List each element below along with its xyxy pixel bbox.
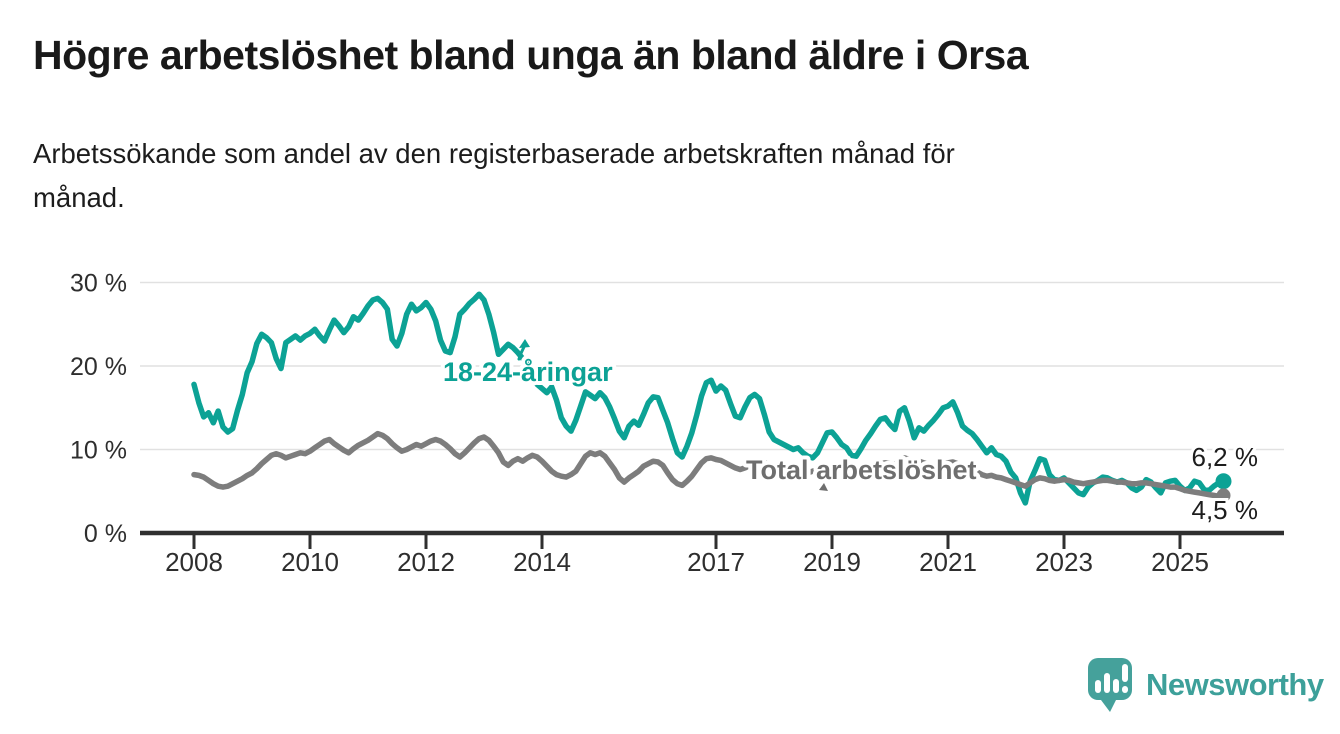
total-series-arrowhead-icon <box>819 483 828 491</box>
x-axis-tick-label: 2025 <box>1151 547 1209 577</box>
x-axis-tick-label: 2023 <box>1035 547 1093 577</box>
total-unemployment-line <box>191 430 1227 500</box>
total-end-value-label: 4,5 % <box>1192 495 1259 525</box>
newsworthy-logo-text: Newsworthy <box>1146 667 1324 702</box>
x-axis-tick-label: 2021 <box>919 547 977 577</box>
young-series-arrowhead-icon <box>519 339 530 348</box>
x-axis-tick-label: 2014 <box>513 547 571 577</box>
x-axis-tick-label: 2017 <box>687 547 745 577</box>
page-title: Högre arbetslöshet bland unga än bland ä… <box>33 32 1029 78</box>
young-end-dot <box>1215 473 1232 490</box>
x-axis-tick-label: 2010 <box>281 547 339 577</box>
y-axis-tick-label: 30 % <box>70 270 127 298</box>
y-axis-tick-label: 10 % <box>70 437 127 465</box>
young-end-value-label: 6,2 % <box>1192 442 1259 472</box>
page-subtitle: Arbetssökande som andel av den registerb… <box>33 138 955 213</box>
total-end-dot <box>1216 488 1231 503</box>
y-axis-tick-label: 0 % <box>84 520 127 548</box>
newsworthy-logo: Newsworthy <box>1088 656 1324 714</box>
young-series-label: 18-24-åringar <box>443 357 613 387</box>
x-axis-tick-label: 2008 <box>165 547 223 577</box>
newsworthy-logo-icon <box>1088 658 1132 712</box>
total-series-label: Total arbetslöshet <box>746 455 977 485</box>
x-axis-tick-label: 2012 <box>397 547 455 577</box>
x-axis-tick-label: 2019 <box>803 547 861 577</box>
young-unemployment-line <box>191 291 1227 506</box>
y-axis-tick-label: 20 % <box>70 353 127 381</box>
